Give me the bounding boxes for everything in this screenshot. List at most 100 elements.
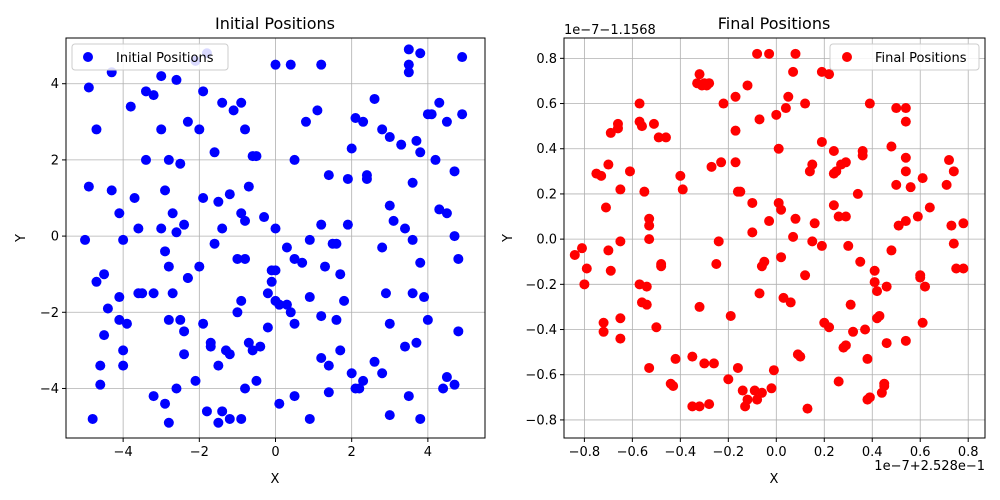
data-point	[756, 387, 767, 398]
data-point	[342, 173, 353, 184]
data-point	[644, 220, 655, 231]
data-point	[243, 181, 254, 192]
data-point	[900, 166, 911, 177]
x-axis-label: X	[271, 472, 280, 487]
data-point	[171, 227, 182, 238]
data-point	[163, 261, 174, 272]
data-point	[114, 208, 125, 219]
data-point	[400, 341, 411, 352]
data-point	[648, 118, 659, 129]
data-point	[730, 91, 741, 102]
data-point	[946, 220, 957, 231]
final-positions-plot: Final Positions −0.8 −0.6 −0.4 −0.2 0.0 0.2 0.…	[501, 14, 986, 487]
data-point	[874, 310, 885, 321]
data-point	[323, 170, 334, 181]
data-point	[800, 98, 811, 109]
data-point	[764, 216, 775, 227]
data-point	[201, 406, 212, 417]
data-point	[133, 223, 144, 234]
data-point	[240, 124, 251, 135]
data-point	[917, 173, 928, 184]
data-point	[224, 189, 235, 200]
data-point	[255, 341, 266, 352]
x-tick-label: −0.8	[569, 445, 601, 460]
data-point	[354, 383, 365, 394]
data-point	[900, 116, 911, 127]
data-point	[91, 276, 102, 287]
data-point	[441, 208, 452, 219]
data-point	[198, 318, 209, 329]
data-point	[893, 220, 904, 231]
data-point	[125, 101, 136, 112]
data-point	[339, 295, 350, 306]
data-point	[270, 59, 281, 70]
data-point	[598, 317, 609, 328]
data-point	[723, 374, 734, 385]
data-point	[194, 261, 205, 272]
data-point	[706, 161, 717, 172]
data-point	[137, 288, 148, 299]
data-point	[872, 286, 883, 297]
y-axis-label: Y	[14, 234, 29, 243]
data-point	[163, 154, 174, 165]
data-point	[634, 98, 645, 109]
data-point	[771, 109, 782, 120]
y-tick-label: 2	[51, 153, 59, 168]
data-point	[785, 297, 796, 308]
data-point	[852, 188, 863, 199]
data-point	[687, 351, 698, 362]
data-point	[879, 378, 890, 389]
data-point	[653, 132, 664, 143]
legend: Final Positions	[829, 43, 980, 71]
data-point	[920, 281, 931, 292]
data-point	[270, 223, 281, 234]
data-point	[403, 59, 414, 70]
data-point	[316, 353, 327, 363]
data-point	[304, 292, 315, 303]
data-point	[251, 151, 262, 162]
data-point	[224, 413, 235, 424]
data-point	[323, 387, 334, 398]
legend-label: Final Positions	[875, 51, 967, 66]
y-tick-label: 0.4	[536, 142, 557, 157]
data-point	[644, 234, 655, 245]
data-point	[358, 116, 369, 127]
data-point	[840, 340, 851, 351]
data-point	[824, 69, 835, 80]
data-point	[156, 71, 167, 82]
data-point	[80, 234, 91, 245]
data-point	[768, 365, 779, 376]
data-point	[331, 314, 342, 325]
data-point	[259, 212, 270, 223]
y-tick-label: 0.2	[536, 187, 557, 202]
data-point	[900, 335, 911, 346]
data-point	[958, 218, 969, 229]
data-point	[118, 345, 129, 356]
axes-frame	[563, 37, 986, 439]
data-point	[430, 154, 441, 165]
x-tick-label: −4	[114, 445, 133, 460]
data-points	[569, 48, 969, 414]
data-point	[228, 105, 239, 116]
y-tick-label: 0.0	[536, 233, 557, 248]
data-point	[114, 314, 125, 325]
y-tick-label: 4	[51, 77, 59, 92]
data-point	[891, 179, 902, 190]
data-point	[807, 159, 818, 170]
data-point	[179, 349, 190, 360]
data-point	[656, 261, 667, 272]
data-point	[415, 257, 426, 268]
data-point	[251, 375, 262, 386]
data-point	[857, 145, 868, 156]
y-tick-label: −2	[40, 306, 59, 321]
data-point	[403, 44, 414, 55]
data-point	[453, 253, 464, 264]
data-point	[915, 272, 926, 283]
data-point	[316, 311, 327, 322]
x-tick-label: 0.0	[766, 445, 787, 460]
data-point	[323, 360, 334, 371]
x-tick-label: −0.4	[665, 445, 697, 460]
data-point	[297, 257, 308, 268]
data-point	[403, 391, 414, 402]
